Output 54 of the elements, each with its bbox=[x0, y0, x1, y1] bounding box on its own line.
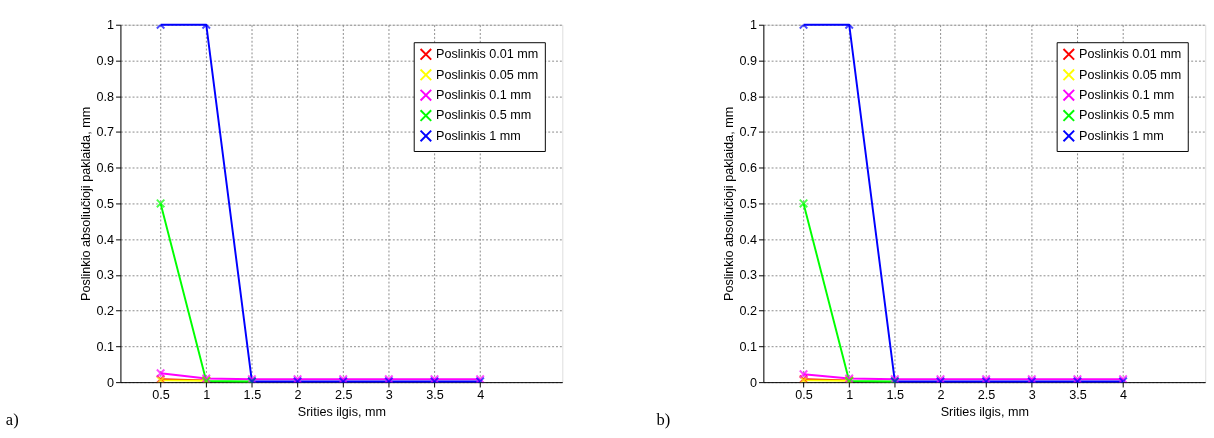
y-tick-label: 0.2 bbox=[739, 304, 758, 319]
y-axis-title: Poslinkio absoliučioji paklaida, mm bbox=[721, 106, 736, 301]
x-tick-label: 0.5 bbox=[795, 388, 813, 403]
y-tick-label: 0.3 bbox=[739, 268, 758, 283]
y-tick-label: 1 bbox=[107, 18, 115, 33]
legend-label: Poslinkis 0.01 mm bbox=[436, 47, 539, 62]
y-tick-label: 0.8 bbox=[739, 89, 758, 104]
x-tick-label: 1.5 bbox=[243, 388, 262, 403]
y-tick-label: 0.1 bbox=[96, 339, 115, 354]
y-tick-label: 0 bbox=[750, 375, 758, 390]
y-tick-label: 0.8 bbox=[96, 89, 115, 104]
y-tick-label: 0.9 bbox=[739, 53, 758, 68]
x-tick-label: 3 bbox=[1028, 388, 1036, 403]
x-tick-label: 3 bbox=[385, 388, 393, 403]
y-tick-label: 0.6 bbox=[739, 161, 758, 176]
x-tick-label: 3.5 bbox=[426, 388, 444, 403]
x-axis-title: Srities ilgis, mm bbox=[940, 404, 1029, 419]
x-tick-label: 4 bbox=[477, 388, 485, 403]
legend-label: Poslinkis 0.05 mm bbox=[436, 67, 539, 82]
y-tick-label: 0.3 bbox=[96, 268, 115, 283]
y-tick-label: 0.5 bbox=[96, 196, 115, 211]
x-tick-label: 2.5 bbox=[977, 388, 996, 403]
x-tick-label: 1.5 bbox=[886, 388, 905, 403]
y-tick-label: 1 bbox=[750, 18, 758, 33]
y-tick-label: 0.4 bbox=[739, 232, 758, 247]
y-tick-label: 0.2 bbox=[96, 304, 115, 319]
y-tick-label: 0.5 bbox=[739, 196, 758, 211]
legend-label: Poslinkis 0.1 mm bbox=[436, 88, 532, 103]
legend-label: Poslinkis 1 mm bbox=[1079, 128, 1164, 143]
x-axis-title: Srities ilgis, mm bbox=[297, 404, 386, 419]
x-tick-label: 3.5 bbox=[1069, 388, 1087, 403]
legend-label: Poslinkis 1 mm bbox=[436, 128, 521, 143]
y-axis-title: Poslinkio absoliučioji paklaida, mm bbox=[78, 106, 93, 301]
x-tick-label: 1 bbox=[846, 388, 854, 403]
legend-label: Poslinkis 0.1 mm bbox=[1079, 88, 1175, 103]
x-tick-label: 4 bbox=[1120, 388, 1128, 403]
legend-label: Poslinkis 0.05 mm bbox=[1079, 67, 1182, 82]
x-tick-label: 1 bbox=[203, 388, 211, 403]
x-tick-label: 2 bbox=[937, 388, 945, 403]
y-tick-label: 0.7 bbox=[96, 125, 115, 140]
y-tick-label: 0.1 bbox=[739, 339, 758, 354]
legend-label: Poslinkis 0.5 mm bbox=[436, 108, 532, 123]
text: b) bbox=[656, 409, 671, 429]
y-tick-label: 0.6 bbox=[96, 161, 115, 176]
x-tick-label: 2.5 bbox=[334, 388, 353, 403]
legend-label: Poslinkis 0.5 mm bbox=[1079, 108, 1175, 123]
x-tick-label: 0.5 bbox=[152, 388, 170, 403]
x-tick-label: 2 bbox=[294, 388, 302, 403]
y-tick-label: 0 bbox=[107, 375, 115, 390]
y-tick-label: 0.4 bbox=[96, 232, 115, 247]
y-tick-label: 0.7 bbox=[739, 125, 758, 140]
text: a) bbox=[5, 409, 19, 429]
y-tick-label: 0.9 bbox=[96, 53, 115, 68]
legend-label: Poslinkis 0.01 mm bbox=[1079, 47, 1182, 62]
